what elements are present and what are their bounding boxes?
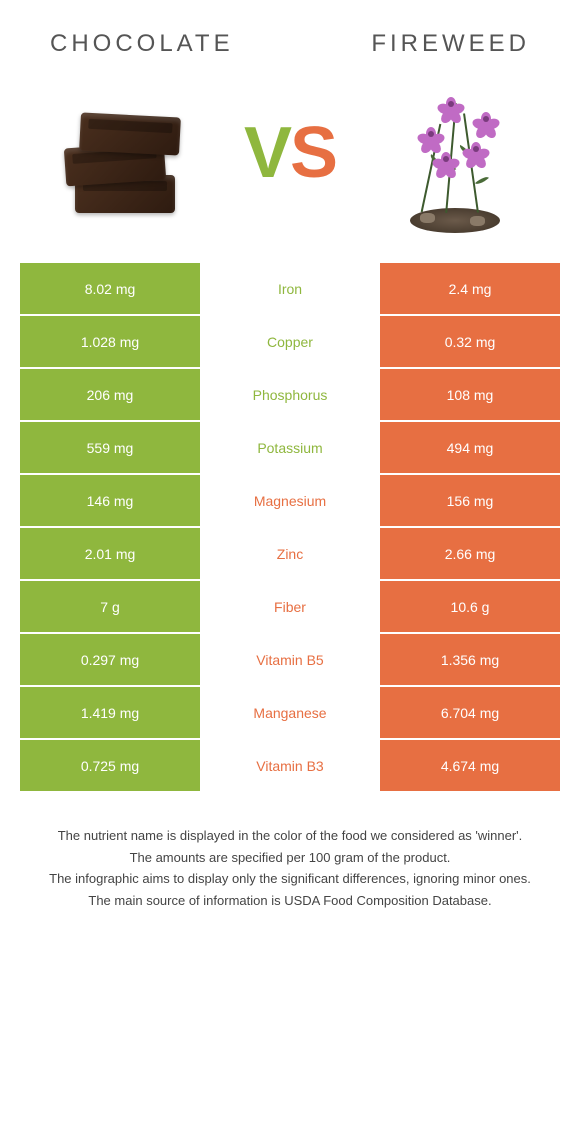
nutrient-left-value: 559 mg <box>20 422 200 473</box>
nutrient-name: Vitamin B5 <box>200 634 380 685</box>
nutrient-name: Copper <box>200 316 380 367</box>
footer-line-2: The amounts are specified per 100 gram o… <box>30 848 550 868</box>
nutrient-left-value: 0.725 mg <box>20 740 200 791</box>
nutrient-name: Iron <box>200 263 380 314</box>
nutrient-row: 2.01 mgZinc2.66 mg <box>20 528 560 579</box>
nutrient-table: 8.02 mgIron2.4 mg1.028 mgCopper0.32 mg20… <box>20 263 560 791</box>
nutrient-name: Zinc <box>200 528 380 579</box>
nutrient-left-value: 7 g <box>20 581 200 632</box>
footer-line-1: The nutrient name is displayed in the co… <box>30 826 550 846</box>
nutrient-name: Phosphorus <box>200 369 380 420</box>
footer-text: The nutrient name is displayed in the co… <box>20 826 560 910</box>
nutrient-right-value: 0.32 mg <box>380 316 560 367</box>
vs-s: S <box>290 113 336 193</box>
nutrient-left-value: 1.419 mg <box>20 687 200 738</box>
footer-line-3: The infographic aims to display only the… <box>30 869 550 889</box>
nutrient-row: 1.419 mgManganese6.704 mg <box>20 687 560 738</box>
vs-label: VS <box>244 112 336 194</box>
nutrient-name: Potassium <box>200 422 380 473</box>
nutrient-left-value: 1.028 mg <box>20 316 200 367</box>
nutrient-row: 559 mgPotassium494 mg <box>20 422 560 473</box>
food-title-right: Fireweed <box>371 30 530 58</box>
nutrient-left-value: 146 mg <box>20 475 200 526</box>
nutrient-left-value: 0.297 mg <box>20 634 200 685</box>
infographic-container: Chocolate Fireweed VS <box>0 0 580 932</box>
nutrient-right-value: 2.66 mg <box>380 528 560 579</box>
fireweed-image <box>380 78 530 228</box>
nutrient-row: 0.297 mgVitamin B51.356 mg <box>20 634 560 685</box>
nutrient-left-value: 206 mg <box>20 369 200 420</box>
nutrient-right-value: 4.674 mg <box>380 740 560 791</box>
nutrient-row: 8.02 mgIron2.4 mg <box>20 263 560 314</box>
nutrient-right-value: 108 mg <box>380 369 560 420</box>
nutrient-row: 206 mgPhosphorus108 mg <box>20 369 560 420</box>
nutrient-row: 0.725 mgVitamin B34.674 mg <box>20 740 560 791</box>
vs-v: V <box>244 113 290 193</box>
nutrient-left-value: 8.02 mg <box>20 263 200 314</box>
nutrient-name: Manganese <box>200 687 380 738</box>
header-row: Chocolate Fireweed <box>20 30 560 58</box>
chocolate-image <box>50 78 200 228</box>
nutrient-row: 7 gFiber10.6 g <box>20 581 560 632</box>
nutrient-right-value: 1.356 mg <box>380 634 560 685</box>
nutrient-row: 146 mgMagnesium156 mg <box>20 475 560 526</box>
nutrient-right-value: 6.704 mg <box>380 687 560 738</box>
nutrient-right-value: 156 mg <box>380 475 560 526</box>
nutrient-right-value: 2.4 mg <box>380 263 560 314</box>
nutrient-row: 1.028 mgCopper0.32 mg <box>20 316 560 367</box>
nutrient-name: Vitamin B3 <box>200 740 380 791</box>
nutrient-right-value: 10.6 g <box>380 581 560 632</box>
nutrient-name: Magnesium <box>200 475 380 526</box>
food-title-left: Chocolate <box>50 30 234 58</box>
nutrient-left-value: 2.01 mg <box>20 528 200 579</box>
nutrient-name: Fiber <box>200 581 380 632</box>
nutrient-right-value: 494 mg <box>380 422 560 473</box>
vs-row: VS <box>20 68 560 238</box>
footer-line-4: The main source of information is USDA F… <box>30 891 550 911</box>
